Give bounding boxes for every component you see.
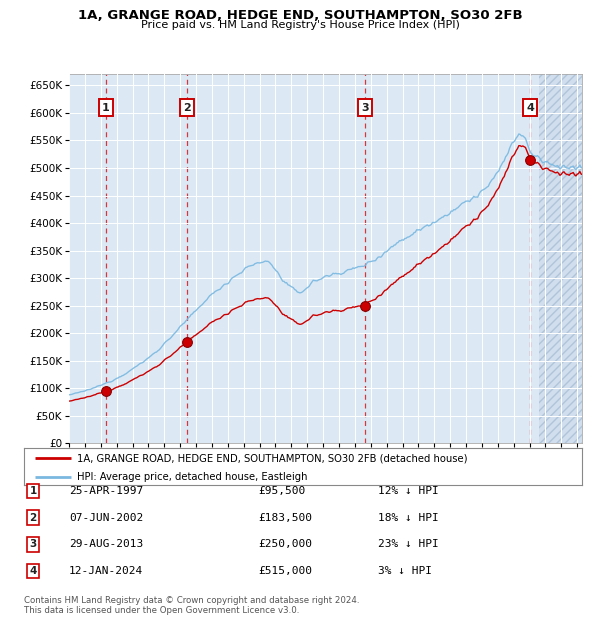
Text: 18% ↓ HPI: 18% ↓ HPI	[378, 513, 439, 523]
Text: 1: 1	[29, 486, 37, 496]
Text: 4: 4	[526, 102, 534, 113]
Text: 25-APR-1997: 25-APR-1997	[69, 486, 143, 496]
Text: This data is licensed under the Open Government Licence v3.0.: This data is licensed under the Open Gov…	[24, 606, 299, 615]
Text: 1A, GRANGE ROAD, HEDGE END, SOUTHAMPTON, SO30 2FB: 1A, GRANGE ROAD, HEDGE END, SOUTHAMPTON,…	[77, 9, 523, 22]
Text: 3: 3	[29, 539, 37, 549]
Text: HPI: Average price, detached house, Eastleigh: HPI: Average price, detached house, East…	[77, 472, 308, 482]
Text: 07-JUN-2002: 07-JUN-2002	[69, 513, 143, 523]
Text: Contains HM Land Registry data © Crown copyright and database right 2024.: Contains HM Land Registry data © Crown c…	[24, 596, 359, 605]
Text: 23% ↓ HPI: 23% ↓ HPI	[378, 539, 439, 549]
Text: 29-AUG-2013: 29-AUG-2013	[69, 539, 143, 549]
Text: 12-JAN-2024: 12-JAN-2024	[69, 566, 143, 576]
Text: Price paid vs. HM Land Registry's House Price Index (HPI): Price paid vs. HM Land Registry's House …	[140, 20, 460, 30]
Text: 2: 2	[29, 513, 37, 523]
Text: 4: 4	[29, 566, 37, 576]
Text: 12% ↓ HPI: 12% ↓ HPI	[378, 486, 439, 496]
Text: £515,000: £515,000	[258, 566, 312, 576]
Text: 1A, GRANGE ROAD, HEDGE END, SOUTHAMPTON, SO30 2FB (detached house): 1A, GRANGE ROAD, HEDGE END, SOUTHAMPTON,…	[77, 453, 467, 463]
Text: 3% ↓ HPI: 3% ↓ HPI	[378, 566, 432, 576]
Text: £250,000: £250,000	[258, 539, 312, 549]
Text: £95,500: £95,500	[258, 486, 305, 496]
Text: 1: 1	[102, 102, 110, 113]
Text: £183,500: £183,500	[258, 513, 312, 523]
Text: 3: 3	[362, 102, 369, 113]
Text: 2: 2	[183, 102, 191, 113]
